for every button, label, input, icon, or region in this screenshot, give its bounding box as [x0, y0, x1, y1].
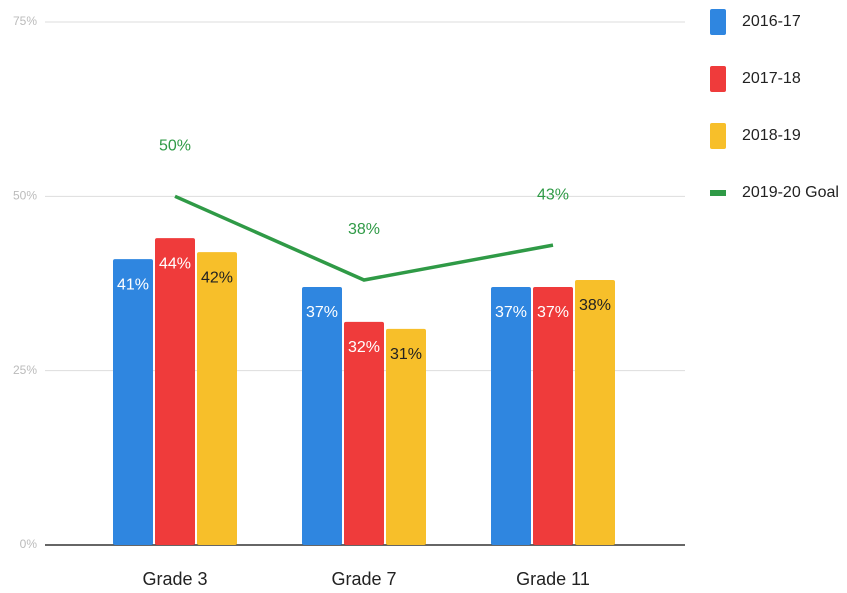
bar	[386, 328, 426, 545]
data-label: 37%	[306, 304, 338, 321]
y-tick-label: 75%	[13, 14, 37, 28]
legend-label: 2016-17	[742, 13, 801, 30]
data-label: 37%	[495, 304, 527, 321]
data-label: 32%	[348, 339, 380, 356]
x-tick-label: Grade 11	[516, 569, 590, 589]
data-label: 37%	[537, 304, 569, 321]
x-tick-label: Grade 7	[331, 569, 396, 589]
y-tick-label: 50%	[13, 189, 37, 203]
data-label: 42%	[201, 269, 233, 286]
bar	[575, 280, 615, 545]
data-label: 31%	[390, 346, 422, 363]
bar	[155, 238, 195, 545]
bar	[344, 321, 384, 545]
goal-line	[174, 194, 554, 282]
line-label: 38%	[348, 221, 380, 238]
line-label: 50%	[159, 138, 191, 155]
legend-swatch	[710, 9, 726, 35]
legend-swatch	[710, 190, 726, 196]
legend-label: 2017-18	[742, 70, 801, 87]
data-label: 44%	[159, 255, 191, 272]
bar	[302, 286, 342, 545]
legend-swatch	[710, 66, 726, 92]
bar	[491, 286, 531, 545]
x-tick-label: Grade 3	[142, 569, 207, 589]
legend-label: 2018-19	[742, 127, 801, 144]
bar	[197, 252, 237, 545]
y-tick-label: 0%	[20, 537, 38, 551]
bar	[113, 259, 153, 545]
data-label: 38%	[579, 297, 611, 314]
line-label: 43%	[537, 186, 569, 203]
legend-swatch	[710, 123, 726, 149]
legend-label: 2019-20 Goal	[742, 184, 839, 201]
bar	[533, 286, 573, 545]
y-tick-label: 25%	[13, 363, 37, 377]
data-label: 41%	[117, 276, 149, 293]
